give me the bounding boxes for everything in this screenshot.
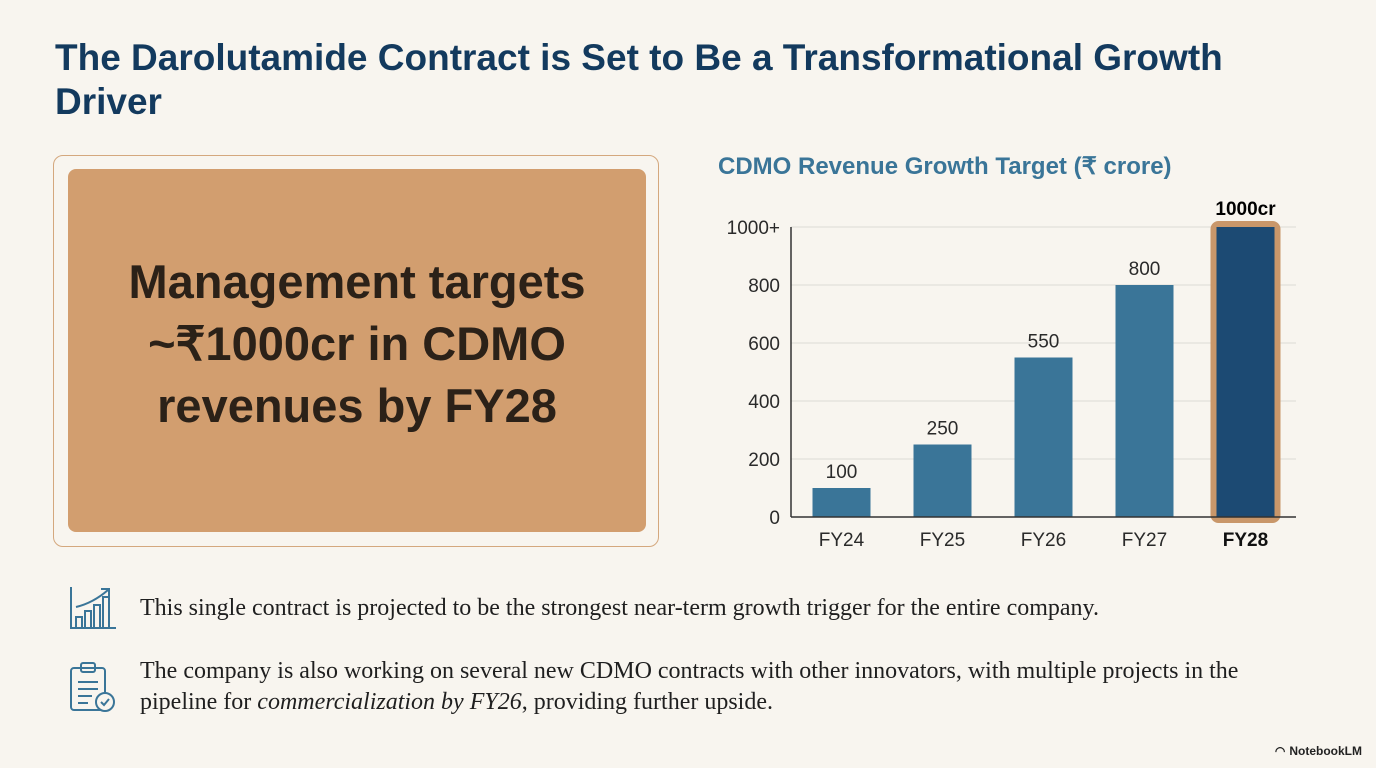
notebooklm-logo-icon: ◠ [1274,744,1286,758]
y-tick-label: 800 [748,276,780,297]
callout-box: Management targets ~₹1000cr in CDMO reve… [68,169,646,532]
x-tick-label: FY28 [1223,530,1268,551]
y-tick-label: 1000+ [727,218,780,239]
data-label: 1000cr [1215,199,1276,220]
x-tick-label: FY25 [920,530,965,551]
bar-fy24 [812,488,871,517]
bullet-2: The company is also working on several n… [140,656,1320,718]
bar-fy27 [1115,285,1174,517]
bullet-2-text: The company is also working on several n… [140,658,1239,715]
chart-title: CDMO Revenue Growth Target (₹ crore) [718,153,1172,180]
bar-fy26 [1014,357,1073,517]
y-tick-label: 600 [748,334,780,355]
data-label: 250 [927,419,959,440]
y-tick-label: 400 [748,392,780,413]
data-label: 550 [1028,332,1060,353]
data-label: 800 [1129,259,1161,280]
brand-label: NotebookLM [1289,744,1362,758]
bar-fy28 [1216,227,1275,517]
callout-line: ~₹1000cr in CDMO [148,316,566,370]
bullet-2-italic: commercialization by FY26 [257,689,522,715]
bar-fy25 [913,444,972,517]
bar-chart: 0 200 400 600 800 1000+ 100 FY24 250 FY25 550 FY26 8… [727,199,1296,551]
y-tick-label: 0 [769,508,780,529]
callout-line: Management targets [128,254,586,308]
brand-watermark: ◠ NotebookLM [1275,744,1362,758]
bullet-1: This single contract is projected to be … [140,595,1099,621]
clipboard-check-icon [70,662,115,712]
callout-frame [53,155,659,547]
data-label: 100 [826,462,858,483]
page-title: The Darolutamide Contract is Set to Be a… [55,37,1223,122]
x-tick-label: FY27 [1122,530,1167,551]
bullet-2-text-end: , providing further upside. [521,689,774,715]
growth-chart-icon [70,587,116,629]
highlight-border [1210,221,1281,523]
x-tick-label: FY26 [1021,530,1066,551]
y-tick-label: 200 [748,450,780,471]
callout-line: revenues by FY28 [157,378,557,432]
x-tick-label: FY24 [819,530,865,551]
callout-text: Management targets ~₹1000cr in CDMO reve… [128,251,585,437]
